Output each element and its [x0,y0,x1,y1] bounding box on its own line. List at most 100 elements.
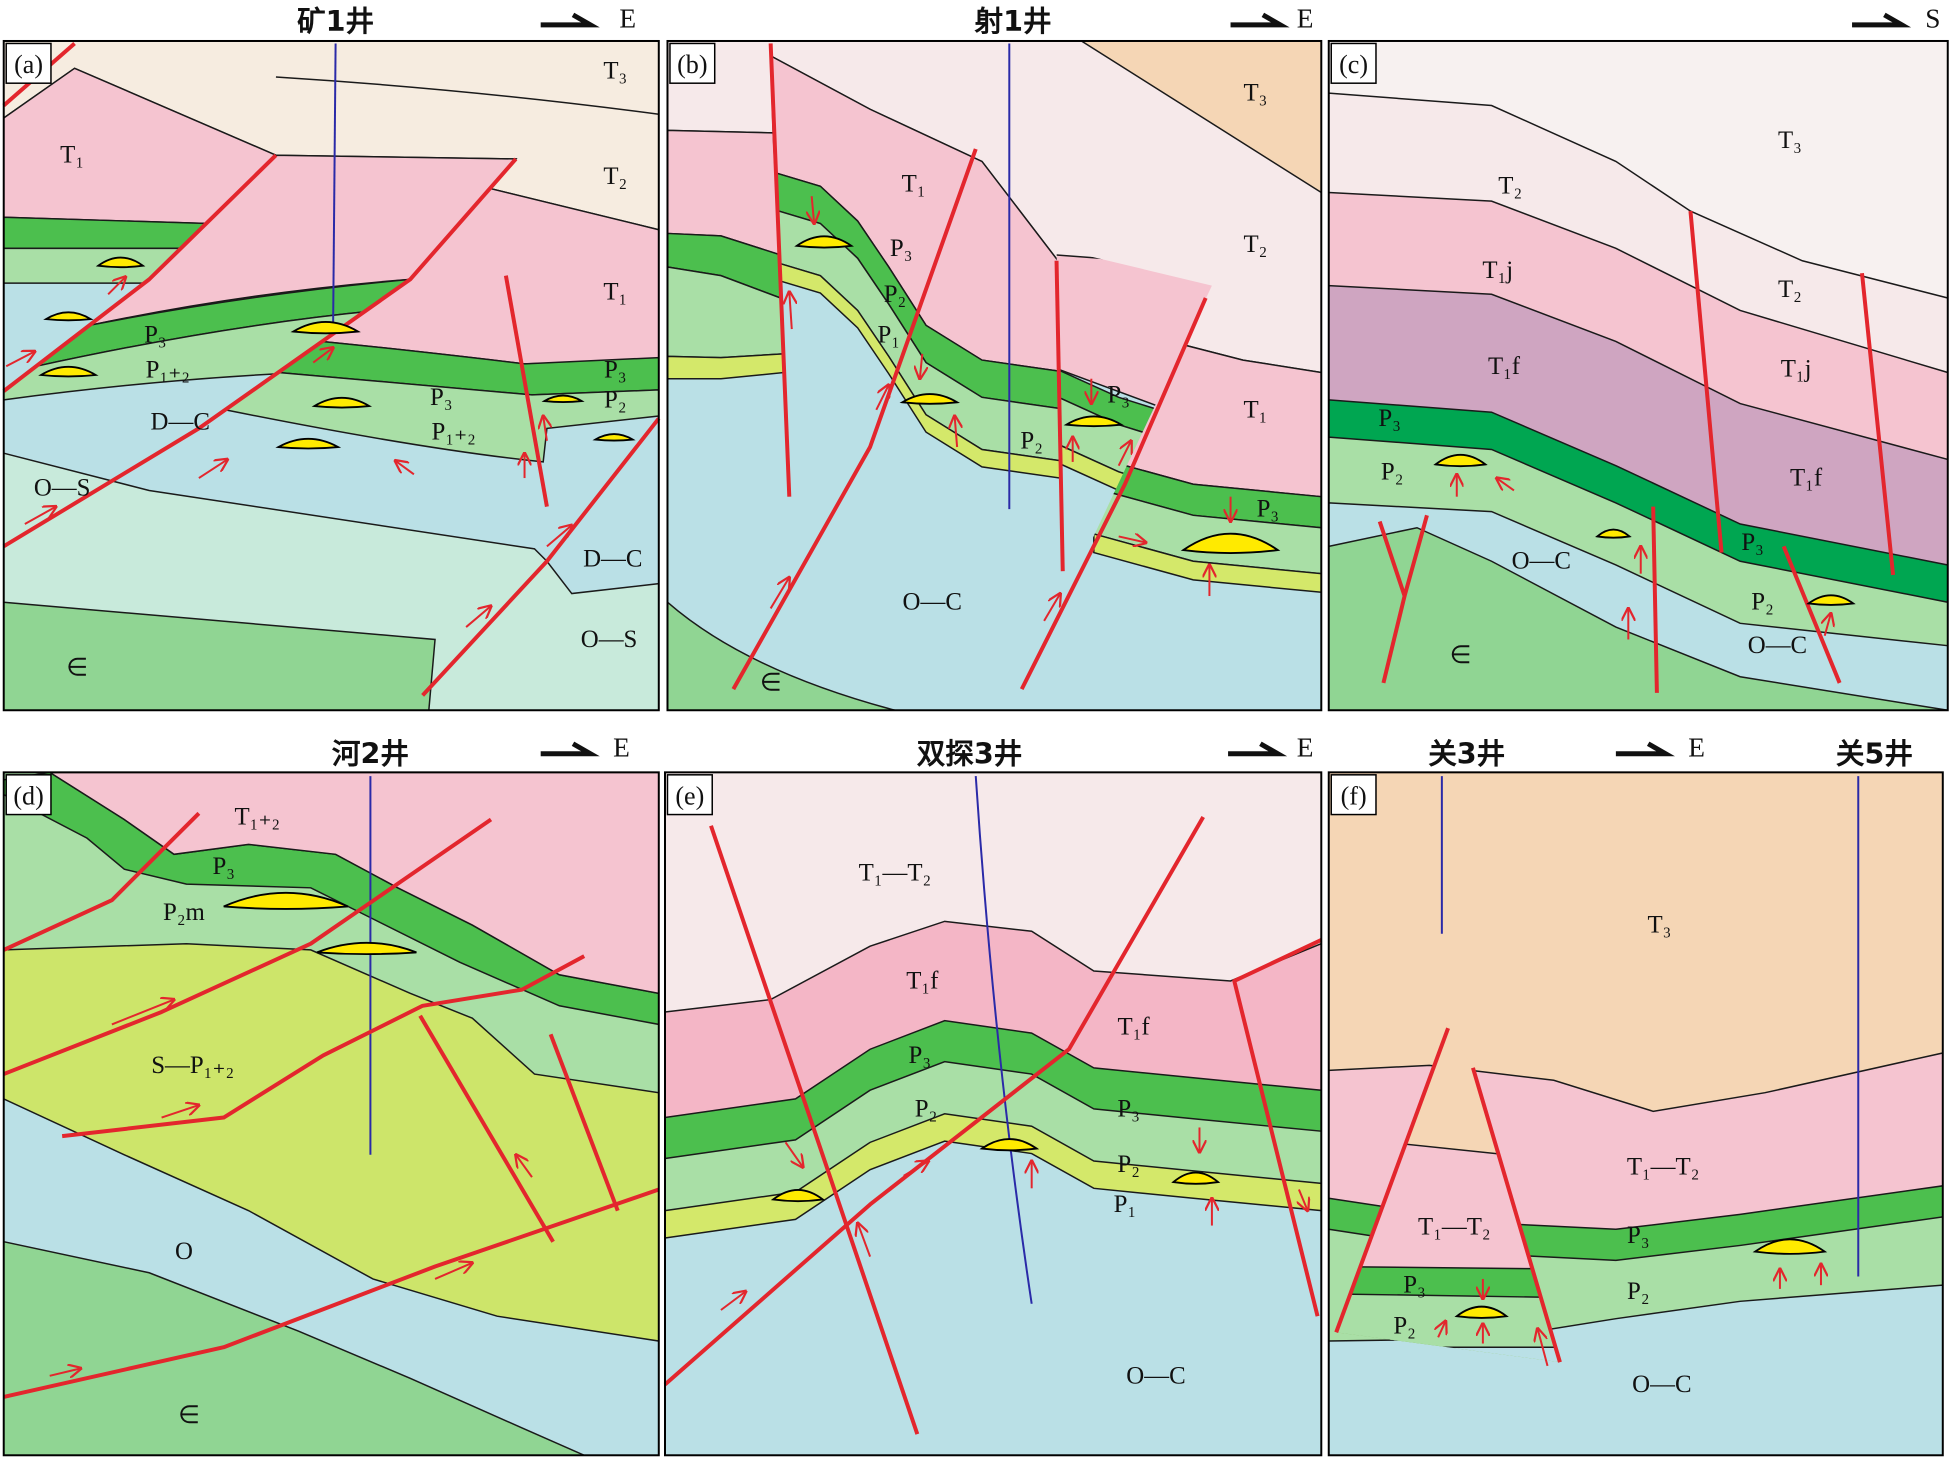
stratum-label: T₃ [1243,80,1267,107]
stratum-label: ∈ [760,669,782,696]
fault [663,816,1205,1386]
panel-frame [1327,771,1944,1457]
fault [1232,938,1323,1317]
fault [1688,210,1724,553]
stratum-label: T₁₊₂ [234,804,280,831]
fault [421,417,661,697]
block [3,40,659,711]
well-trace [974,775,1033,1304]
stratum-label: P₃ [1741,529,1763,556]
stratum-label: T₂ [1498,173,1522,200]
stratum-label: P₂ [1751,589,1773,616]
stratum [1336,1346,1560,1363]
migration-arrow [720,1291,746,1311]
stratum [223,371,659,463]
stratum-label: T₁f [906,967,939,994]
migration-arrow [24,507,56,525]
fault [418,1014,555,1243]
stratum-label: P₃ [1627,1222,1649,1249]
migration-arrow [543,416,547,441]
stratum [770,259,1063,481]
stratum-label: O—S [34,474,91,501]
stratum-label: P₂ [1020,427,1042,454]
stratum-label: T₃ [1647,912,1671,939]
direction-label: E [1297,4,1314,34]
stratum-label: P₂m [163,899,205,926]
migration-arrow [1043,594,1060,622]
stratum-label: P₂ [1393,1313,1415,1340]
stratum-label: T₁ [603,278,627,305]
stratum-label: O—C [903,589,962,616]
fault [548,1033,620,1212]
direction-arrow [1228,741,1288,757]
stratum-label: P₂ [1627,1278,1649,1305]
fault [61,954,586,1139]
panel-frame [2,39,660,712]
block [3,772,659,1456]
gas-reservoir [1171,1171,1221,1185]
gas-reservoir [1752,1238,1828,1255]
panel-frame [2,771,660,1457]
stratum [47,772,659,995]
direction-label: S [1925,4,1940,34]
stratum-label: ∈ [1450,642,1472,669]
well-name: 关5井 [1836,737,1913,771]
migration-arrow [875,385,888,411]
stratum-label: O—C [1748,632,1807,659]
panel-label-box [5,774,52,816]
stratum-label: O—C [1126,1362,1185,1389]
migration-arrow [312,348,333,364]
fault [1651,506,1659,693]
fault [768,43,792,497]
stratum-label: ∈ [66,655,88,682]
panel-label: (a) [14,50,43,79]
stratum-label: P₁₊₂ [146,357,190,384]
gas-reservoir [311,396,373,409]
direction-arrow [1852,12,1912,28]
stratum-label: P₃ [1378,405,1400,432]
stratum [3,216,211,250]
fault [1471,1067,1562,1363]
fault [1860,272,1896,576]
panel-label-box [669,42,716,84]
stratum [1078,40,1322,194]
fault [2,811,201,952]
fault [731,148,978,691]
stratum [667,600,896,711]
gas-reservoir [794,235,854,249]
migration-arrow [107,277,125,295]
migration-arrow [1438,1321,1445,1338]
stratum-label: O—S [581,626,638,653]
gas-reservoir [1180,532,1281,554]
migration-arrow [1299,1189,1308,1211]
stratum-label: D—C [151,409,210,436]
stratum-label: T₂ [603,163,627,190]
well-trace [332,43,337,326]
direction-label: E [619,4,636,34]
fault [709,825,920,1435]
block [1328,40,1948,711]
fault [2,157,518,549]
well-name: 关3井 [1428,737,1505,771]
fault [1019,297,1208,691]
stratum-label: P₂ [1117,1151,1139,1178]
panel-label-box [5,42,52,84]
panel-label: (e) [675,781,704,810]
migration-arrow [858,1223,872,1257]
migration-arrow [1825,613,1831,637]
direction-arrow [540,741,600,757]
stratum-label: P₃ [1107,381,1129,408]
stratum-label: T₁f [1118,1013,1151,1040]
stratum-label: P₂ [1381,458,1403,485]
gas-reservoir [770,1188,826,1203]
stratum-boundary [275,76,659,115]
migration-arrow [5,351,35,368]
gas-reservoir [38,365,99,378]
panel-frame [666,39,1323,712]
stratum-label: P₃ [1117,1095,1139,1122]
migration-arrow [161,1105,199,1119]
gas-reservoir [290,321,361,335]
gas-reservoir [43,311,94,322]
direction-label: E [613,733,630,763]
